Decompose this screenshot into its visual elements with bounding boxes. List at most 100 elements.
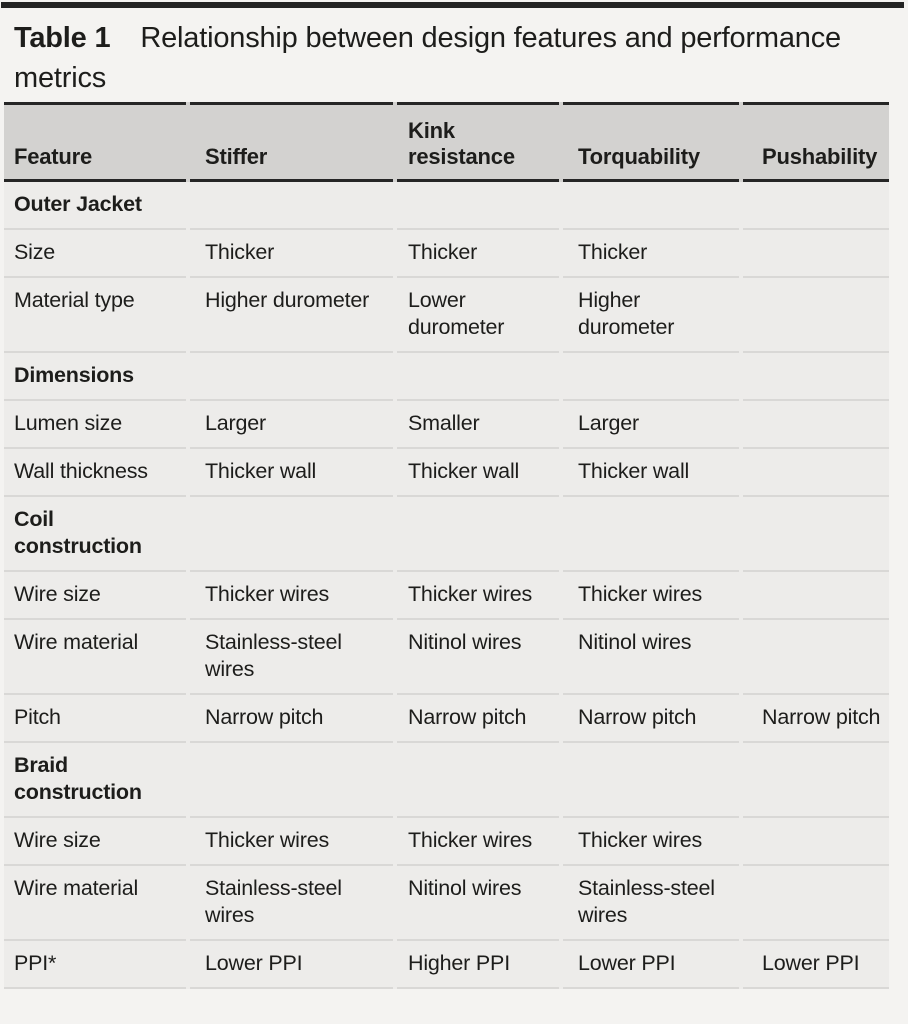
section-label-label: Coil construction: [14, 507, 142, 558]
value-cell: Narrow pitch: [190, 695, 393, 743]
value-cell-label: Thicker: [205, 240, 275, 264]
table-caption: Relationship between design features and…: [14, 22, 841, 94]
feature-cell-label: Pitch: [14, 705, 61, 729]
table-title: Table 1 Relationship between design featu…: [0, 8, 898, 102]
value-cell-label: Lower PPI: [578, 951, 676, 975]
value-cell: [397, 182, 559, 230]
value-cell-label: Lower durometer: [408, 288, 505, 339]
value-cell-label: Stainless-steel wires: [205, 876, 342, 927]
column-header-label: Stiffer: [205, 144, 268, 169]
feature-cell: Size: [4, 230, 186, 278]
column-header-label: Pushability: [762, 144, 878, 169]
value-cell-label: Thicker wall: [578, 459, 690, 483]
value-cell: [397, 743, 559, 818]
value-cell-label: Higher durometer: [578, 288, 675, 339]
value-cell: Larger: [563, 401, 739, 449]
value-cell: [743, 449, 889, 497]
value-cell-label: Stainless-steel wires: [578, 876, 715, 927]
table-number: Table 1: [14, 22, 111, 54]
value-cell: [743, 401, 889, 449]
feature-cell: Pitch: [4, 695, 186, 743]
value-cell-label: Larger: [578, 411, 639, 435]
value-cell: [190, 182, 393, 230]
feature-cell: Wire size: [4, 572, 186, 620]
value-cell-label: Larger: [205, 411, 266, 435]
value-cell: [743, 497, 889, 572]
value-cell-label: Nitinol wires: [408, 876, 522, 900]
value-cell-label: Higher PPI: [408, 951, 510, 975]
value-cell: [563, 497, 739, 572]
value-cell: [190, 743, 393, 818]
value-cell: Thicker: [397, 230, 559, 278]
feature-cell: Wire size: [4, 818, 186, 866]
table-row: Material type Higher durometer Lower durom…: [4, 278, 889, 353]
value-cell: [397, 497, 559, 572]
feature-cell-label: Wire material: [14, 876, 139, 900]
value-cell: Thicker: [190, 230, 393, 278]
feature-cell-label: Size: [14, 240, 56, 264]
column-header: Stiffer: [190, 102, 393, 182]
feature-cell-label: Lumen size: [14, 411, 122, 435]
value-cell: [190, 353, 393, 401]
value-cell-label: Thicker wall: [408, 459, 520, 483]
value-cell: [743, 182, 889, 230]
feature-cell-label: Material type: [14, 288, 135, 312]
value-cell: Thicker wall: [563, 449, 739, 497]
value-cell-label: Stainless-steel wires: [205, 630, 342, 681]
value-cell: Thicker wires: [190, 572, 393, 620]
value-cell-label: Thicker wires: [578, 582, 703, 606]
column-header-label: Kink resistance: [408, 118, 515, 169]
section-label-label: Dimensions: [14, 363, 134, 387]
value-cell: Thicker wires: [190, 818, 393, 866]
column-header: Feature: [4, 102, 186, 182]
value-cell: [743, 866, 889, 941]
feature-cell: Lumen size: [4, 401, 186, 449]
value-cell-label: Nitinol wires: [578, 630, 692, 654]
value-cell-label: Lower PPI: [205, 951, 303, 975]
value-cell-label: Narrow pitch: [205, 705, 324, 729]
column-header-label: Torquability: [578, 144, 700, 169]
value-cell: Thicker wires: [563, 818, 739, 866]
value-cell: Nitinol wires: [563, 620, 739, 695]
feature-cell-label: PPI*: [14, 951, 57, 975]
value-cell: Lower PPI: [743, 941, 889, 989]
section-label: Outer Jacket: [4, 182, 186, 230]
value-cell: [743, 818, 889, 866]
feature-cell: PPI*: [4, 941, 186, 989]
value-cell: Smaller: [397, 401, 559, 449]
value-cell-label: Smaller: [408, 411, 480, 435]
value-cell: [743, 278, 889, 353]
value-cell: Lower PPI: [563, 941, 739, 989]
value-cell-label: Narrow pitch: [578, 705, 697, 729]
section-label-label: Braid construction: [14, 753, 142, 804]
value-cell: Nitinol wires: [397, 866, 559, 941]
value-cell: Thicker wires: [397, 572, 559, 620]
section-row: Outer Jacket: [4, 182, 889, 230]
value-cell: Larger: [190, 401, 393, 449]
value-cell-label: Thicker wires: [408, 582, 533, 606]
value-cell: [743, 353, 889, 401]
value-cell: Thicker wall: [397, 449, 559, 497]
value-cell: [743, 620, 889, 695]
value-cell: [563, 182, 739, 230]
feature-cell-label: Wire size: [14, 582, 101, 606]
value-cell: [563, 743, 739, 818]
value-cell: [743, 230, 889, 278]
value-cell: Higher durometer: [563, 278, 739, 353]
section-label: Coil construction: [4, 497, 186, 572]
value-cell: Higher PPI: [397, 941, 559, 989]
value-cell: Thicker wires: [563, 572, 739, 620]
feature-cell: Material type: [4, 278, 186, 353]
column-header: Torquability: [563, 102, 739, 182]
value-cell: Narrow pitch: [397, 695, 559, 743]
column-header-label: Feature: [14, 144, 93, 169]
table: Feature Stiffer Kink resistance Torquabilit…: [4, 102, 889, 989]
table-row: Wall thickness Thicker wall Thicker wall Th…: [4, 449, 889, 497]
feature-cell: Wire material: [4, 866, 186, 941]
table-row: Lumen size Larger Smaller Larger: [4, 401, 889, 449]
feature-cell-label: Wire size: [14, 828, 101, 852]
section-row: Coil construction: [4, 497, 889, 572]
value-cell-label: Narrow pitch: [408, 705, 527, 729]
section-row: Braid construction: [4, 743, 889, 818]
value-cell: Stainless-steel wires: [190, 866, 393, 941]
